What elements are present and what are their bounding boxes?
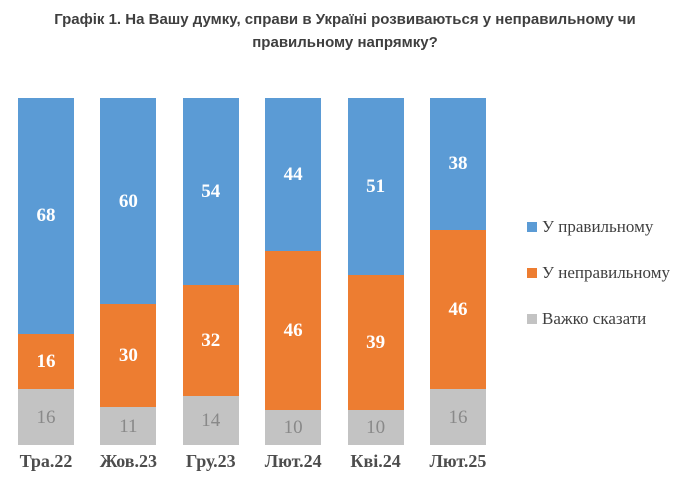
x-axis-label: Лют.24 xyxy=(264,451,322,471)
bar-segment-wrong-direction: 16 xyxy=(18,333,74,390)
legend-label: У правильному xyxy=(542,217,654,236)
bar-value-label: 32 xyxy=(201,330,221,352)
bar-value-label: 54 xyxy=(201,181,221,203)
bar-value-label: 39 xyxy=(366,332,386,354)
legend-item-wrong-direction: У неправильному xyxy=(527,263,670,282)
legend: У правильному У неправильному Важко сказат… xyxy=(527,217,670,328)
bar-value-label: 10 xyxy=(283,417,303,439)
bar-Лют.25: 38 46 16 xyxy=(429,98,486,445)
bar-value-label: 11 xyxy=(119,415,138,437)
bar-segment-hard-to-say: 11 xyxy=(100,407,157,445)
chart-title: Графік 1. На Вашу думку, справи в Україн… xyxy=(54,11,636,51)
bar-value-label: 44 xyxy=(283,163,303,185)
bar-segment-hard-to-say: 10 xyxy=(347,410,404,445)
bar-segment-hard-to-say: 10 xyxy=(265,410,322,445)
bar-Лют.24: 44 46 10 xyxy=(265,98,322,445)
bar-segment-hard-to-say: 14 xyxy=(182,396,239,445)
bar-value-label: 16 xyxy=(36,406,56,428)
x-axis-label: Тра.22 xyxy=(19,451,73,471)
bar-value-label: 60 xyxy=(118,190,138,212)
bar-value-label: 68 xyxy=(36,205,56,227)
bar-segment-hard-to-say: 16 xyxy=(429,389,486,445)
bar-value-label: 46 xyxy=(448,299,468,321)
bar-segment-wrong-direction: 39 xyxy=(347,274,404,411)
bar-segment-wrong-direction: 46 xyxy=(265,250,322,411)
legend-swatch-right-direction xyxy=(527,222,537,232)
bar-value-label: 14 xyxy=(201,410,221,432)
x-labels: Тра.22 Жов.23 Гру.23 Лют.24 Кві.24 Лют.25 xyxy=(18,451,487,472)
bar-value-label: 16 xyxy=(448,406,468,428)
bar-segment-right-direction: 68 xyxy=(18,98,74,334)
x-axis-label: Гру.23 xyxy=(185,451,236,471)
bar-value-label: 38 xyxy=(448,153,468,175)
legend-item-right-direction: У правильному xyxy=(527,217,670,236)
bar-segment-right-direction: 38 xyxy=(429,98,486,230)
bar-value-label: 30 xyxy=(118,345,138,367)
bar-Жов.23: 60 30 11 xyxy=(100,98,157,445)
bars: 68 16 16 60 30 11 54 32 14 44 46 10 51 39 10 38 46 16 xyxy=(18,98,486,445)
bar-Тра.22: 68 16 16 xyxy=(18,98,74,445)
bar-Кві.24: 51 39 10 xyxy=(347,98,404,445)
legend-swatch-wrong-direction xyxy=(527,268,537,278)
x-axis-label: Лют.25 xyxy=(429,451,487,471)
bar-segment-wrong-direction: 32 xyxy=(182,285,239,397)
bar-value-label: 46 xyxy=(283,319,303,341)
bar-Гру.23: 54 32 14 xyxy=(182,98,239,445)
bar-segment-wrong-direction: 30 xyxy=(100,304,157,408)
bar-segment-right-direction: 60 xyxy=(100,98,157,305)
bar-segment-wrong-direction: 46 xyxy=(429,229,486,390)
bar-value-label: 16 xyxy=(36,351,56,373)
x-axis-label: Жов.23 xyxy=(99,451,157,471)
legend-label: Важко сказати xyxy=(542,309,647,328)
bar-segment-right-direction: 44 xyxy=(265,98,322,251)
x-axis-label: Кві.24 xyxy=(350,451,401,471)
bar-segment-right-direction: 54 xyxy=(182,98,239,286)
bar-segment-right-direction: 51 xyxy=(347,98,404,275)
legend-swatch-hard-to-say xyxy=(527,314,537,324)
legend-item-hard-to-say: Важко сказати xyxy=(527,309,670,328)
bar-value-label: 10 xyxy=(366,417,386,439)
bar-value-label: 51 xyxy=(366,175,386,197)
legend-label: У неправильному xyxy=(542,263,670,282)
bar-segment-hard-to-say: 16 xyxy=(18,389,74,445)
